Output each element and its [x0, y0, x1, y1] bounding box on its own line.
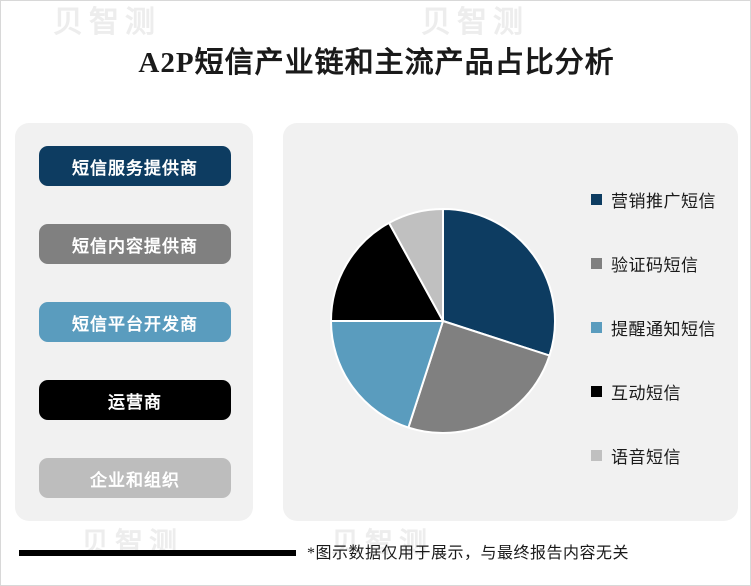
chain-item-4-label: 企业和组织	[90, 470, 180, 490]
pie-slice-2[interactable]	[330, 320, 444, 429]
pie-chart	[329, 207, 557, 435]
pie-slice-1[interactable]	[407, 320, 551, 434]
footer-divider	[19, 550, 296, 556]
legend-item-3[interactable]: 互动短信	[591, 359, 741, 423]
legend-item-0[interactable]: 营销推广短信	[591, 167, 741, 231]
watermark: 贝智测	[421, 6, 529, 39]
pie-slice-0[interactable]	[442, 208, 556, 357]
pie-slice-4[interactable]	[388, 208, 444, 322]
footnote: *图示数据仅用于展示，与最终报告内容无关	[307, 545, 630, 562]
chain-item-2-label: 短信平台开发商	[72, 314, 198, 334]
legend-label-2: 提醒通知短信	[611, 319, 716, 339]
chain-item-1-label: 短信内容提供商	[72, 236, 198, 256]
legend-label-0: 营销推广短信	[611, 191, 716, 211]
value-chain-panel: 短信服务提供商 短信内容提供商 短信平台开发商 运营商 企业和组织	[15, 123, 253, 521]
pie-slice-3[interactable]	[330, 221, 444, 322]
chart-legend: 营销推广短信 验证码短信 提醒通知短信 互动短信 语音短信	[591, 167, 741, 487]
legend-item-2[interactable]: 提醒通知短信	[591, 295, 741, 359]
legend-item-1[interactable]: 验证码短信	[591, 231, 741, 295]
chain-item-1[interactable]: 短信内容提供商	[39, 224, 231, 264]
legend-label-4: 语音短信	[611, 447, 681, 467]
watermark: 贝智测	[53, 6, 161, 39]
chain-item-0[interactable]: 短信服务提供商	[39, 146, 231, 186]
chain-item-4[interactable]: 企业和组织	[39, 458, 231, 498]
chain-item-3-label: 运营商	[108, 392, 162, 412]
pie-chart-svg	[330, 208, 556, 434]
page-title: A2P短信产业链和主流产品占比分析	[138, 47, 615, 79]
chain-item-0-label: 短信服务提供商	[72, 158, 198, 178]
legend-label-1: 验证码短信	[611, 255, 699, 275]
legend-swatch-icon	[591, 321, 602, 333]
legend-swatch-icon	[591, 257, 602, 269]
chart-panel: 营销推广短信 验证码短信 提醒通知短信 互动短信 语音短信	[283, 123, 738, 521]
legend-swatch-icon	[591, 449, 602, 461]
chain-item-2[interactable]: 短信平台开发商	[39, 302, 231, 342]
legend-item-4[interactable]: 语音短信	[591, 423, 741, 487]
legend-swatch-icon	[591, 385, 602, 397]
legend-label-3: 互动短信	[611, 383, 681, 403]
chain-item-3[interactable]: 运营商	[39, 380, 231, 420]
legend-swatch-icon	[591, 193, 602, 205]
